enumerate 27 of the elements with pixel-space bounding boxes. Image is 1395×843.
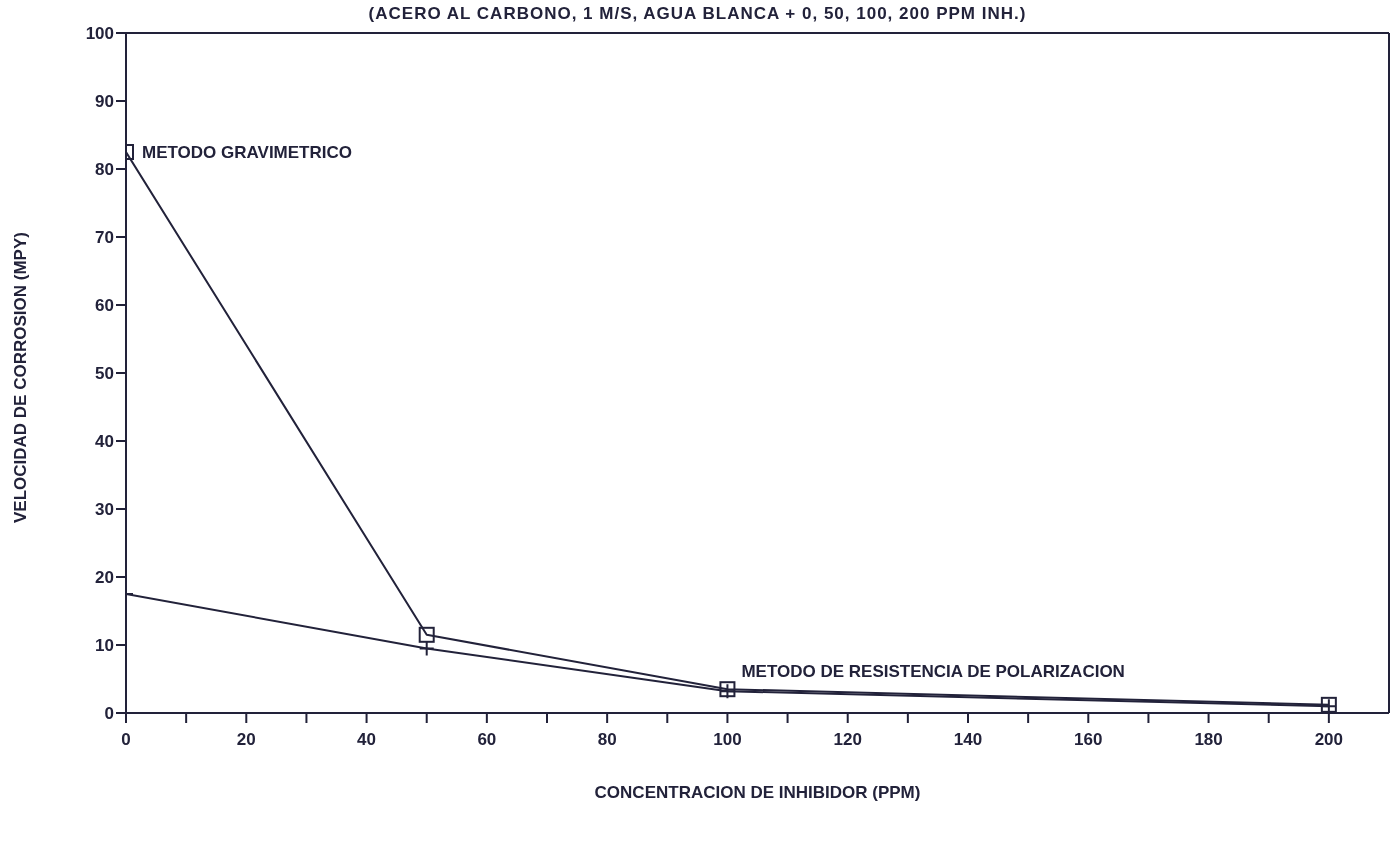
x-tick-label: 160 [1074, 730, 1103, 750]
y-axis-title: VELOCIDAD DE CORROSION (MPY) [11, 232, 31, 523]
y-tick-label: 10 [95, 636, 114, 656]
y-tick-label: 70 [95, 228, 114, 248]
y-tick-label: 80 [95, 160, 114, 180]
y-tick-label: 100 [85, 24, 114, 44]
y-tick-label: 0 [104, 704, 114, 724]
x-axis-title: CONCENTRACION DE INHIBIDOR (PPM) [594, 783, 921, 802]
y-tick-label: 60 [95, 296, 114, 316]
x-tick-label: 0 [121, 730, 131, 750]
y-tick-label: 30 [95, 500, 114, 520]
y-tick-label: 20 [95, 568, 114, 588]
chart-title: (ACERO AL CARBONO, 1 M/S, AGUA BLANCA + 0, 50, 100, 200 PPM INH.) [367, 4, 1028, 24]
series-label: METODO DE RESISTENCIA DE POLARIZACION [741, 662, 1125, 682]
x-tick-label: 200 [1314, 730, 1344, 750]
series-label: METODO GRAVIMETRICO [142, 143, 352, 162]
x-tick-label: 120 [833, 730, 862, 750]
x-tick-label: 80 [597, 730, 617, 750]
x-tick-label: 60 [477, 730, 497, 750]
y-tick-label: 40 [95, 432, 114, 452]
x-tick-label: 40 [357, 730, 377, 750]
y-tick-label: 90 [95, 92, 114, 112]
y-tick-label: 50 [95, 364, 114, 384]
x-tick-label: 140 [953, 730, 983, 750]
x-tick-label: 20 [236, 730, 256, 750]
x-tick-label: 100 [713, 730, 742, 750]
x-tick-label: 180 [1194, 730, 1223, 750]
